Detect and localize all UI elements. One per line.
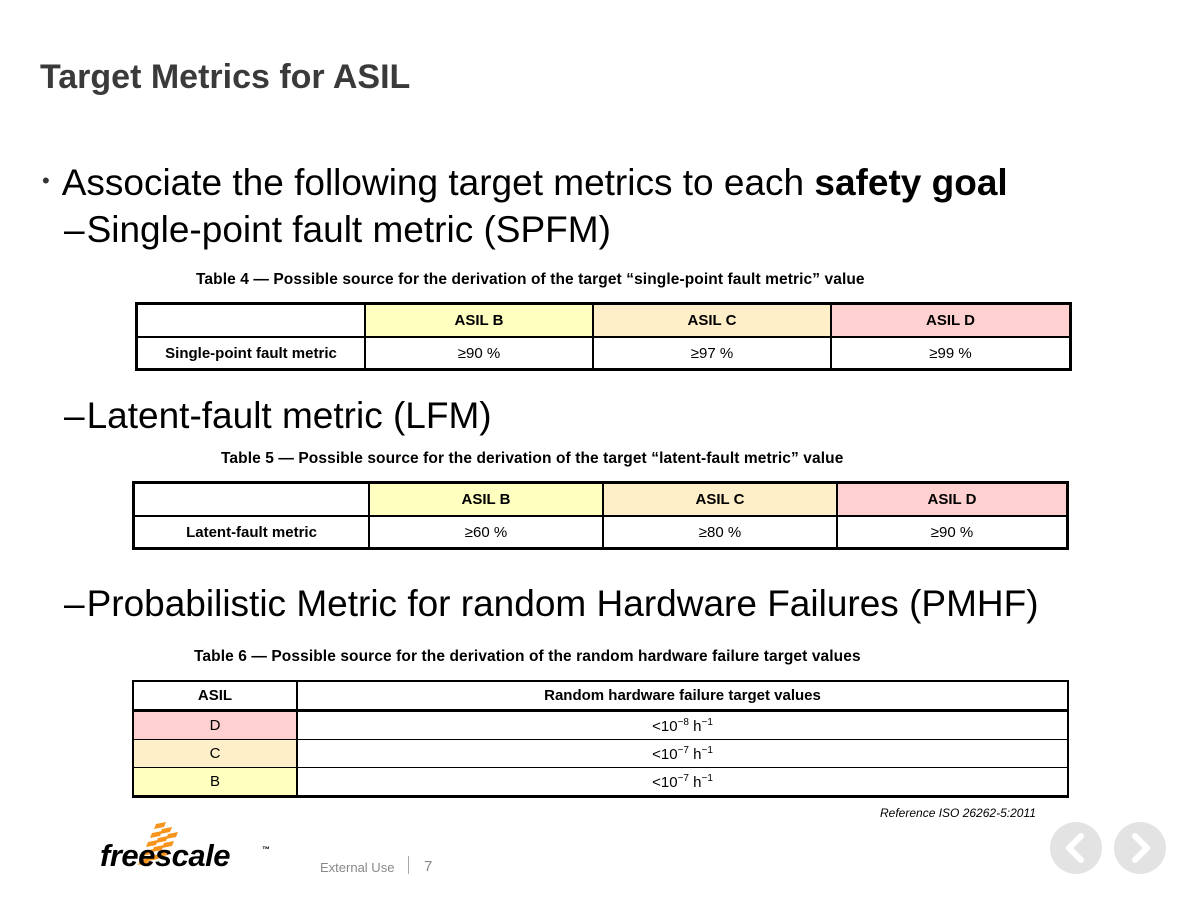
row-label: Latent-fault metric	[132, 515, 370, 550]
spfm-table: ASIL B ASIL C ASIL D Single-point fault …	[135, 302, 1072, 371]
value-unit: h	[688, 773, 702, 791]
value-base: <10	[652, 717, 678, 735]
sub-item-text: Latent-fault metric (LFM)	[86, 395, 492, 436]
table-header-cell: ASIL	[132, 680, 298, 712]
table-cell: ≥80 %	[602, 515, 838, 550]
table-row: D <10−8 h−1	[132, 710, 1069, 740]
dash-marker: –	[64, 395, 85, 436]
table-header-cell: Random hardware failure target values	[296, 680, 1069, 712]
value-exponent: −7	[677, 772, 689, 784]
table-header-cell: ASIL D	[836, 481, 1069, 517]
table-row: Latent-fault metric ≥60 % ≥80 % ≥90 %	[132, 515, 1069, 550]
table-cell: ≥90 %	[836, 515, 1069, 550]
value-exponent: −8	[677, 716, 689, 728]
sub-item-spfm: –Single-point fault metric (SPFM)	[64, 209, 611, 251]
table-row: C <10−7 h−1	[132, 739, 1069, 768]
classification-label: External Use	[320, 860, 395, 875]
target-value-cell: <10−7 h−1	[296, 739, 1069, 768]
sub-item-text: Probabilistic Metric for random Hardware…	[86, 583, 1039, 624]
unit-exponent: −1	[701, 716, 713, 728]
table-header-cell	[132, 481, 370, 517]
target-value-cell: <10−8 h−1	[296, 710, 1069, 740]
table-cell: ≥90 %	[364, 336, 594, 371]
target-value-cell: <10−7 h−1	[296, 767, 1069, 798]
bullet-bold-text: safety goal	[814, 162, 1008, 203]
bullet-dot: •	[42, 168, 50, 193]
table-header-row: ASIL B ASIL C ASIL D	[135, 302, 1072, 338]
sub-item-text: Single-point fault metric (SPFM)	[86, 209, 611, 250]
lfm-table: ASIL B ASIL C ASIL D Latent-fault metric…	[132, 481, 1069, 550]
prev-slide-button[interactable]	[1050, 822, 1102, 874]
slide-title: Target Metrics for ASIL	[40, 58, 411, 96]
value-base: <10	[652, 745, 678, 763]
table-header-cell: ASIL D	[830, 302, 1072, 338]
dash-marker: –	[64, 209, 85, 250]
page-number: 7	[424, 858, 433, 875]
table-header-cell	[135, 302, 366, 338]
value-exponent: −7	[677, 744, 689, 756]
freescale-logo-icon	[138, 822, 178, 865]
chevron-right-icon	[1132, 833, 1150, 863]
table-header-cell: ASIL B	[364, 302, 594, 338]
table-row: B <10−7 h−1	[132, 767, 1069, 798]
asil-cell: D	[132, 710, 298, 740]
trademark-symbol: ™	[262, 845, 270, 854]
unit-exponent: −1	[701, 744, 713, 756]
asil-cell: B	[132, 767, 298, 798]
table5-caption: Table 5 — Possible source for the deriva…	[221, 450, 844, 467]
sub-item-pmhf: –Probabilistic Metric for random Hardwar…	[64, 583, 1039, 625]
chevron-left-icon	[1066, 833, 1084, 863]
unit-exponent: −1	[701, 772, 713, 784]
pmhf-table: ASIL Random hardware failure target valu…	[132, 680, 1069, 798]
row-label: Single-point fault metric	[135, 336, 366, 371]
bullet-text: Associate the following target metrics t…	[61, 162, 815, 203]
bullet-item: • Associate the following target metrics …	[42, 162, 1008, 204]
reference-note: Reference ISO 26262-5:2011	[880, 806, 1036, 820]
table-cell: ≥99 %	[830, 336, 1072, 371]
table4-caption: Table 4 — Possible source for the deriva…	[196, 271, 865, 288]
table-row: Single-point fault metric ≥90 % ≥97 % ≥9…	[135, 336, 1072, 371]
table-header-cell: ASIL B	[368, 481, 604, 517]
footer-divider	[408, 856, 409, 874]
table-header-cell: ASIL C	[592, 302, 832, 338]
table-header-cell: ASIL C	[602, 481, 838, 517]
table-cell: ≥97 %	[592, 336, 832, 371]
asil-cell: C	[132, 739, 298, 768]
brand-name: freescale	[100, 838, 230, 873]
dash-marker: –	[64, 583, 85, 624]
value-base: <10	[652, 773, 678, 791]
value-unit: h	[688, 717, 702, 735]
table-cell: ≥60 %	[368, 515, 604, 550]
table-header-row: ASIL B ASIL C ASIL D	[132, 481, 1069, 517]
next-slide-button[interactable]	[1114, 822, 1166, 874]
table6-caption: Table 6 — Possible source for the deriva…	[194, 648, 861, 665]
value-unit: h	[688, 745, 702, 763]
table-header-row: ASIL Random hardware failure target valu…	[132, 680, 1069, 712]
sub-item-lfm: –Latent-fault metric (LFM)	[64, 395, 492, 437]
